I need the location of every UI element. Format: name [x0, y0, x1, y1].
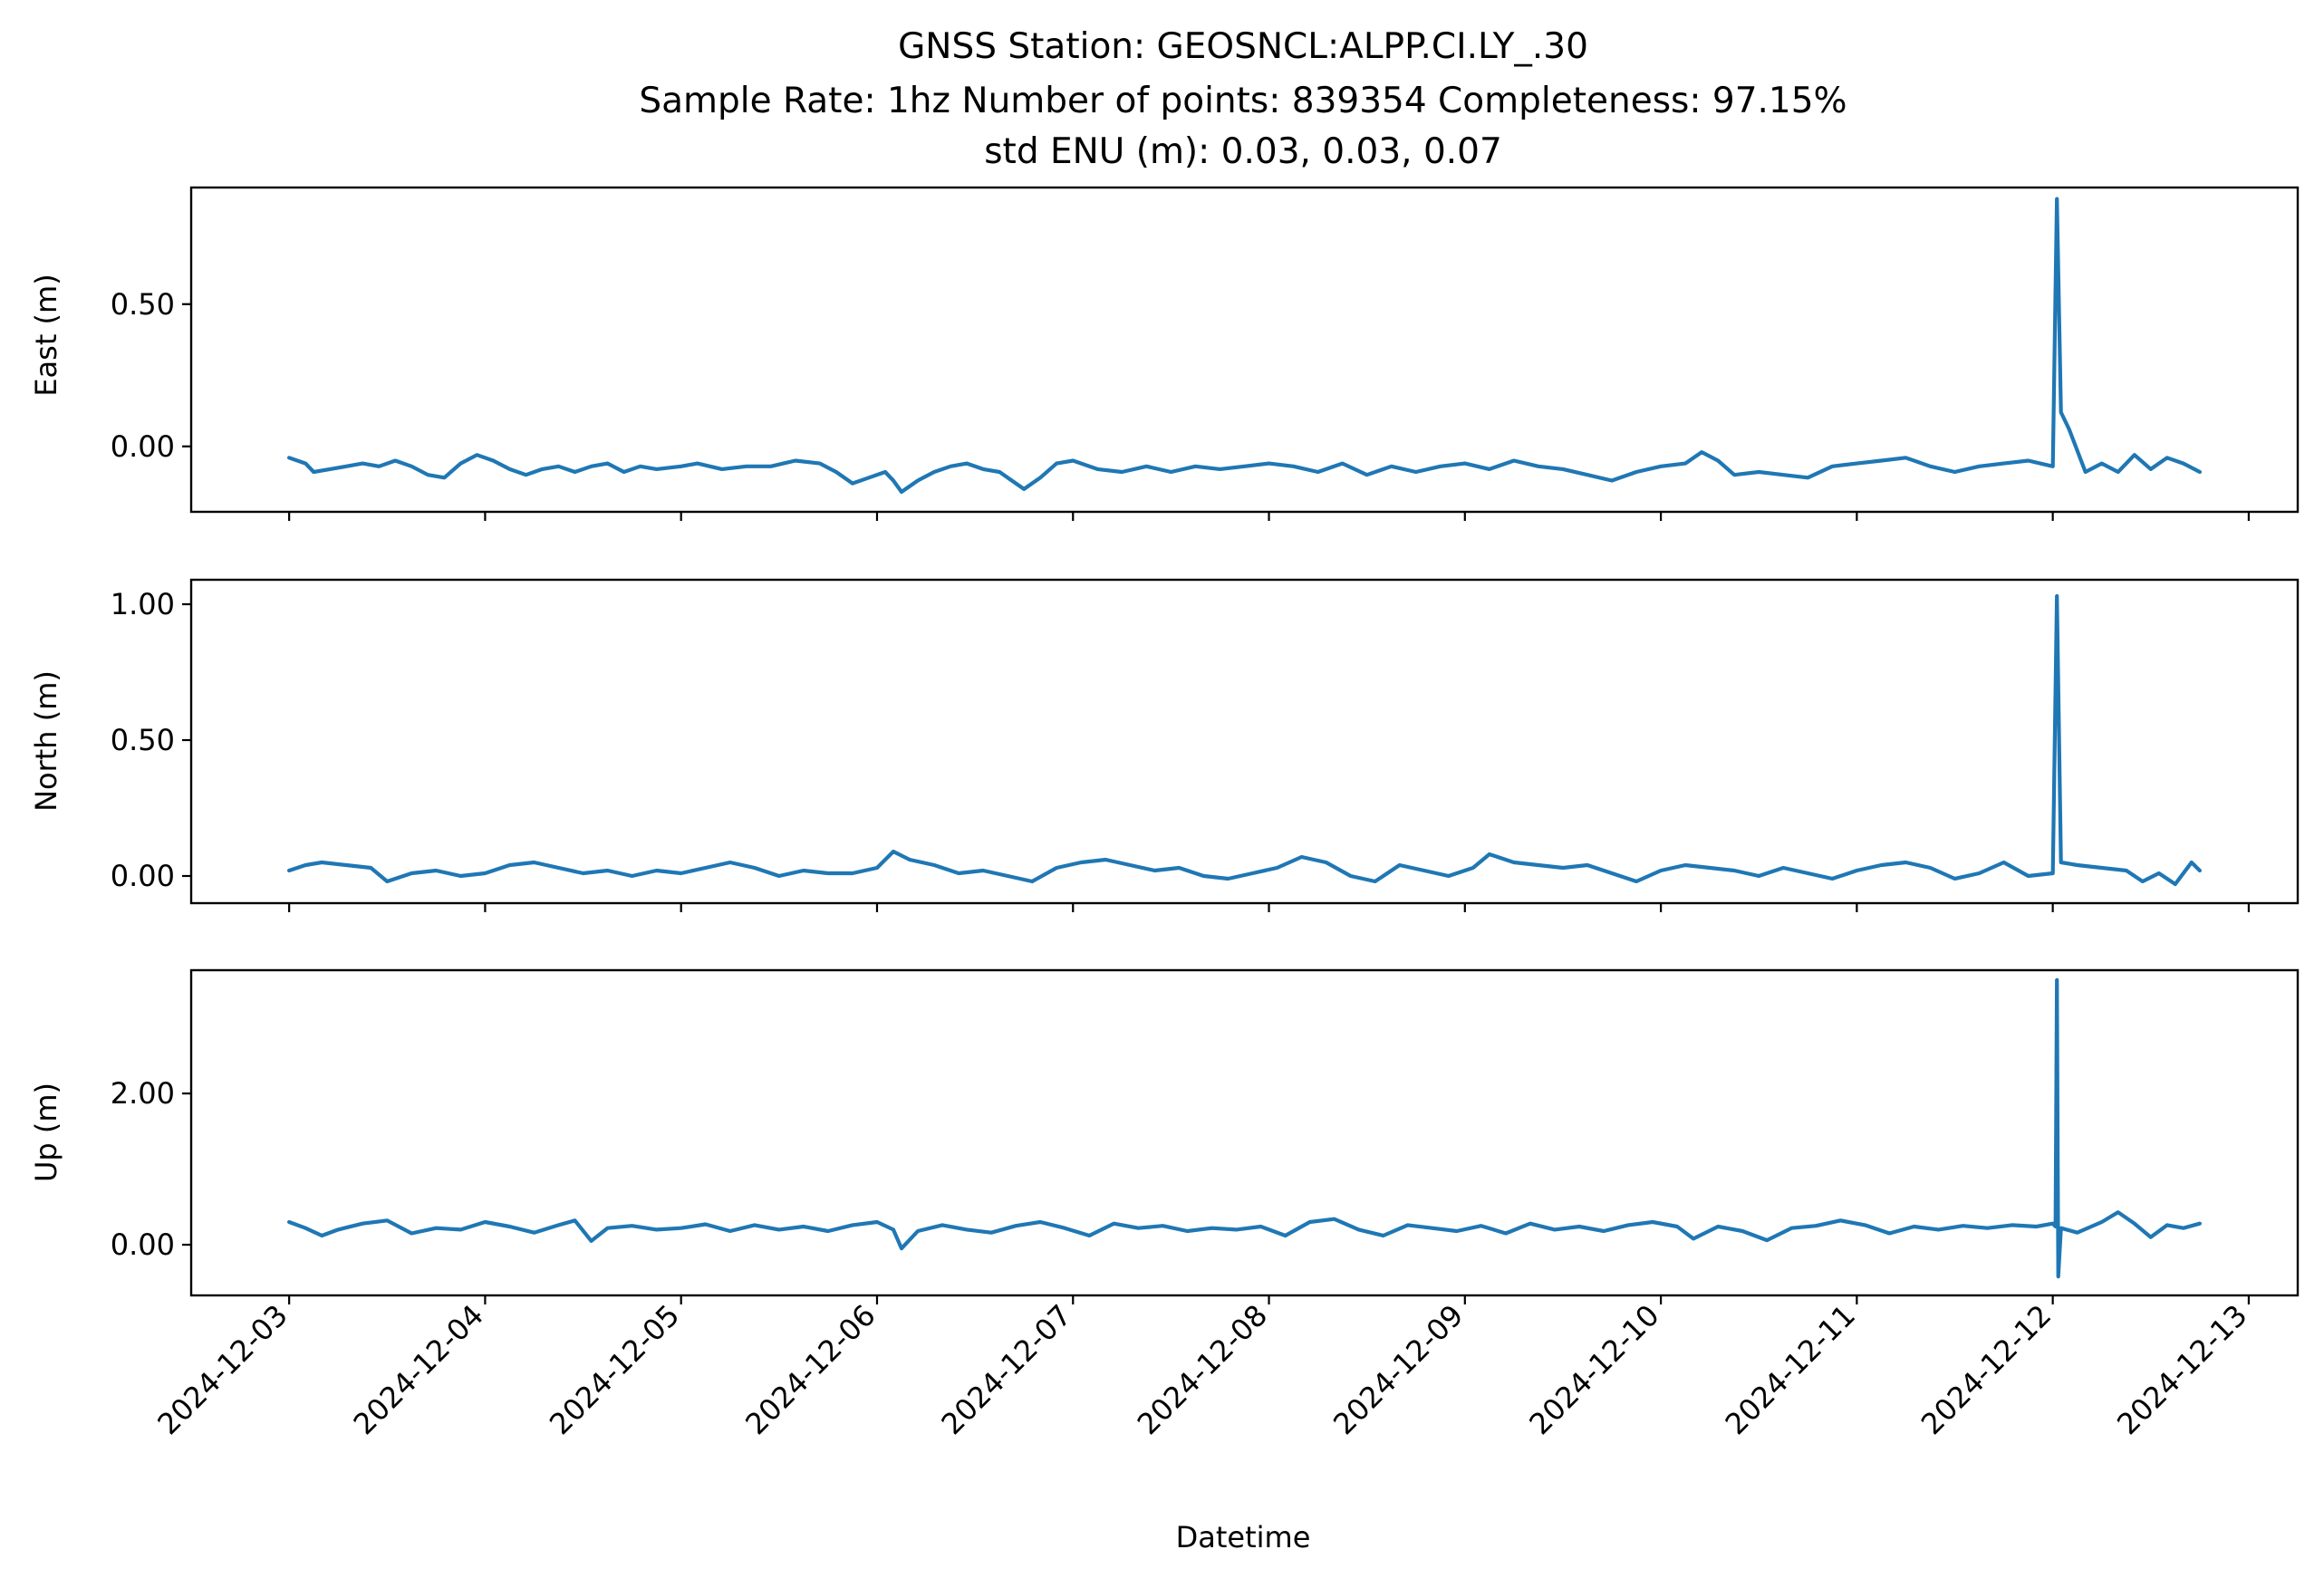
chart-title-line-2: Sample Rate: 1hz Number of points: 83935…: [639, 81, 1847, 121]
north-y-tick-label: 0.00: [111, 859, 175, 893]
up-x-tick-label: 2024-12-12: [1914, 1298, 2058, 1441]
chart-title-line-1: GNSS Station: GEOSNCL:ALPP.CI.LY_.30: [898, 26, 1588, 67]
north-y-tick-label: 1.00: [111, 587, 175, 621]
panel-up: Up (m) 0.00 2.00 2024-12-03 2024-12-04 2024-…: [29, 968, 2300, 1441]
chart-title-line-3: std ENU (m): 0.03, 0.03, 0.07: [984, 131, 1502, 172]
east-y-axis-label: East (m): [29, 274, 63, 396]
up-y-tick-label: 0.00: [111, 1227, 175, 1262]
up-x-tick-label: 2024-12-04: [347, 1298, 490, 1441]
up-x-tick-label: 2024-12-08: [1131, 1298, 1274, 1441]
east-series-line: [287, 197, 2202, 495]
up-x-tick-label: 2024-12-13: [2110, 1298, 2253, 1441]
x-axis-label: Datetime: [1176, 1520, 1311, 1554]
up-x-tick-label: 2024-12-09: [1326, 1298, 1470, 1441]
panel-east: East (m) 0.00 0.50: [29, 186, 2300, 521]
east-y-tick-label: 0.00: [111, 429, 175, 464]
panel-north: North (m) 0.00 0.50 1.00: [29, 578, 2300, 912]
east-axes-frame: [189, 186, 2300, 514]
north-y-axis-label: North (m): [29, 670, 63, 812]
up-y-tick-label: 2.00: [111, 1076, 175, 1111]
up-series-line: [287, 977, 2202, 1279]
up-x-tick-label: 2024-12-07: [935, 1298, 1078, 1441]
north-axes-frame: [189, 578, 2300, 905]
up-axes-frame: [189, 968, 2300, 1297]
up-x-tick-label: 2024-12-10: [1522, 1298, 1665, 1441]
north-y-tick-label: 0.50: [111, 723, 175, 757]
up-x-tick-label: 2024-12-06: [738, 1298, 882, 1441]
up-x-tick-label: 2024-12-05: [543, 1298, 686, 1441]
east-y-tick-label: 0.50: [111, 287, 175, 322]
up-x-tick-label: 2024-12-11: [1719, 1298, 1862, 1441]
up-y-axis-label: Up (m): [29, 1083, 63, 1182]
north-series-line: [287, 593, 2202, 887]
up-x-tick-label: 2024-12-03: [150, 1298, 294, 1441]
